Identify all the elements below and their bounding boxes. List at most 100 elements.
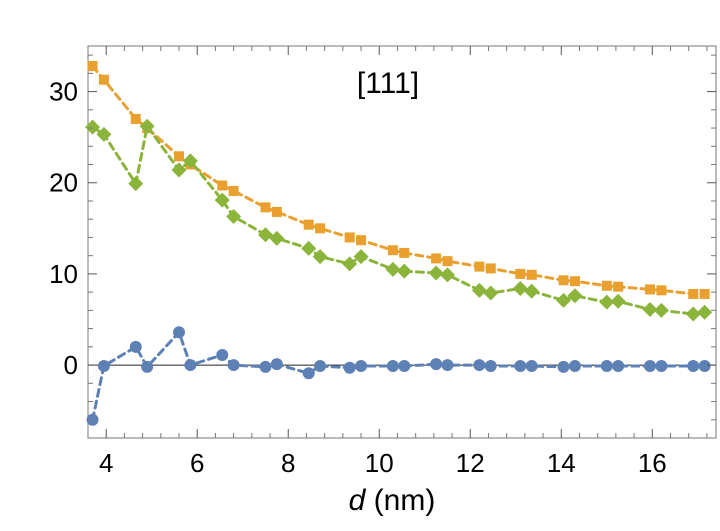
data-point-square (558, 275, 569, 286)
data-point-circle (270, 358, 283, 371)
data-point-circle (184, 359, 197, 372)
data-point-diamond (257, 227, 273, 243)
data-point-circle (484, 359, 497, 372)
x-tick-label: 10 (365, 448, 394, 478)
data-point-square (387, 245, 398, 256)
data-point-diamond (139, 118, 155, 134)
data-point-circle (173, 326, 186, 339)
series-line-blue-circles (91, 329, 707, 422)
x-tick-label: 8 (281, 448, 295, 478)
data-point-square (399, 247, 410, 258)
data-point-circle (227, 359, 240, 372)
data-point-circle (343, 361, 356, 374)
series-line-orange-squares (91, 64, 707, 296)
data-point-diamond (524, 283, 540, 299)
data-point-diamond (301, 240, 317, 256)
data-point-circle (644, 359, 657, 372)
data-point-square (356, 235, 367, 246)
x-axis-label: d (nm) (349, 484, 436, 517)
data-point-diamond (428, 265, 444, 281)
data-point-circle (698, 359, 711, 372)
data-point-circle (473, 359, 486, 372)
x-tick-label: 4 (99, 448, 113, 478)
data-point-square (228, 185, 239, 196)
y-tick-label: 30 (49, 77, 78, 107)
data-point-circle (430, 358, 443, 371)
data-point-circle (687, 359, 700, 372)
data-point-circle (441, 359, 454, 372)
data-point-circle (398, 359, 411, 372)
data-point-square (260, 202, 271, 213)
x-axis-label-variable: d (349, 484, 367, 517)
plot-frame (87, 45, 717, 439)
data-point-square (431, 253, 442, 264)
data-point-square (130, 113, 141, 124)
data-point-circle (302, 367, 315, 380)
y-tick-label: 10 (49, 259, 78, 289)
data-point-diamond (642, 301, 658, 317)
chart-annotation: [111] (357, 67, 419, 100)
series-blue-circles (86, 326, 711, 426)
y-tick-label: 20 (49, 168, 78, 198)
data-point-diamond (385, 261, 401, 277)
data-point-square (442, 256, 453, 267)
data-point-diamond (214, 192, 230, 208)
series-green-diamonds (85, 118, 713, 322)
data-point-diamond (312, 249, 328, 265)
data-point-square (601, 280, 612, 291)
data-point-diamond (685, 306, 701, 322)
data-point-diamond (182, 153, 198, 169)
data-point-diamond (171, 162, 187, 178)
data-point-diamond (440, 267, 456, 283)
data-point-square (699, 288, 710, 299)
data-point-diamond (512, 280, 528, 296)
data-point-diamond (599, 294, 615, 310)
data-point-diamond (556, 292, 572, 308)
data-point-circle (386, 359, 399, 372)
data-point-circle (655, 359, 668, 372)
data-point-circle (525, 359, 538, 372)
data-point-square (174, 151, 185, 162)
y-tick-label: 0 (64, 350, 78, 380)
data-point-circle (129, 340, 142, 353)
data-point-square (515, 268, 526, 279)
x-axis-label-unit: (nm) (365, 484, 435, 517)
data-point-circle (259, 360, 272, 373)
data-point-circle (514, 359, 527, 372)
data-point-circle (355, 359, 368, 372)
data-point-diamond (342, 256, 358, 272)
data-point-circle (216, 349, 229, 362)
data-point-square (613, 281, 624, 292)
data-point-square (344, 232, 355, 243)
data-point-diamond (96, 126, 112, 142)
data-point-square (271, 206, 282, 217)
data-point-square (688, 288, 699, 299)
data-point-square (217, 180, 228, 191)
data-point-diamond (567, 288, 583, 304)
data-point-square (315, 223, 326, 234)
data-point-square (87, 61, 98, 72)
data-point-diamond (471, 282, 487, 298)
data-point-circle (568, 359, 581, 372)
data-point-diamond (353, 249, 369, 265)
data-point-diamond (610, 293, 626, 309)
data-point-circle (612, 359, 625, 372)
data-point-square (645, 284, 656, 295)
x-tick-label: 16 (638, 448, 667, 478)
data-point-diamond (483, 285, 499, 301)
data-point-square (656, 285, 667, 296)
data-point-circle (600, 359, 613, 372)
data-point-square (569, 276, 580, 287)
data-point-circle (141, 360, 154, 373)
data-point-diamond (653, 302, 669, 318)
x-tick-label: 6 (190, 448, 204, 478)
x-tick-label: 12 (456, 448, 485, 478)
data-point-diamond (269, 230, 285, 246)
data-point-square (303, 219, 314, 230)
data-point-square (474, 261, 485, 272)
data-point-circle (97, 359, 110, 372)
data-point-diamond (226, 208, 242, 224)
data-point-square (526, 269, 537, 280)
